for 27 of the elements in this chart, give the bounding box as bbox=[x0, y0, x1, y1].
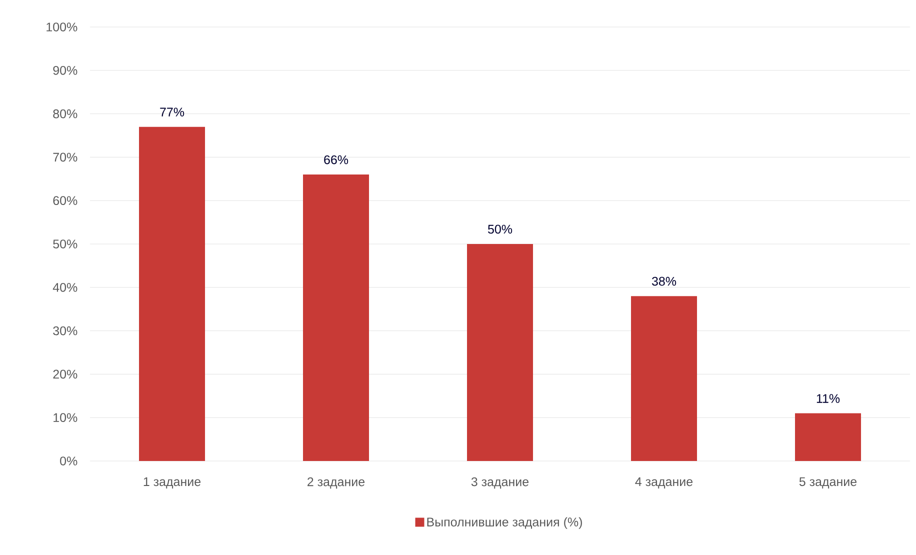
y-tick-label: 10% bbox=[54, 413, 78, 422]
y-tick-label: 40% bbox=[52, 282, 78, 292]
bar bbox=[631, 296, 698, 461]
y-tick-label: 50% bbox=[53, 240, 78, 248]
y-tick-label: 20% bbox=[53, 370, 78, 379]
y-tick-label: 70% bbox=[53, 152, 78, 162]
y-tick-label: 80% bbox=[53, 109, 78, 118]
data-label: 38% bbox=[652, 276, 676, 286]
data-label: 50% bbox=[488, 224, 512, 234]
legend-label: Выполнившие задания (%) bbox=[427, 517, 582, 529]
x-tick-label: 1 задание bbox=[144, 477, 201, 488]
bar bbox=[303, 174, 370, 461]
y-tick-label: 90% bbox=[53, 66, 78, 75]
y-tick-label: 60% bbox=[53, 196, 78, 206]
y-tick-label: 30% bbox=[53, 326, 78, 336]
data-label: 66% bbox=[324, 155, 348, 164]
y-tick-label: 0% bbox=[60, 456, 78, 466]
bar bbox=[467, 244, 534, 461]
x-tick-label: 5 задание bbox=[799, 477, 857, 488]
x-tick-label: 2 задание bbox=[308, 477, 365, 489]
data-label: 77% bbox=[160, 108, 184, 116]
x-tick-label: 3 задание bbox=[471, 477, 529, 489]
y-tick-label: 100% bbox=[46, 22, 78, 32]
bar bbox=[795, 413, 862, 461]
data-label: 11% bbox=[816, 394, 840, 403]
x-tick-label: 4 задание bbox=[635, 477, 693, 488]
bar bbox=[139, 126, 206, 461]
